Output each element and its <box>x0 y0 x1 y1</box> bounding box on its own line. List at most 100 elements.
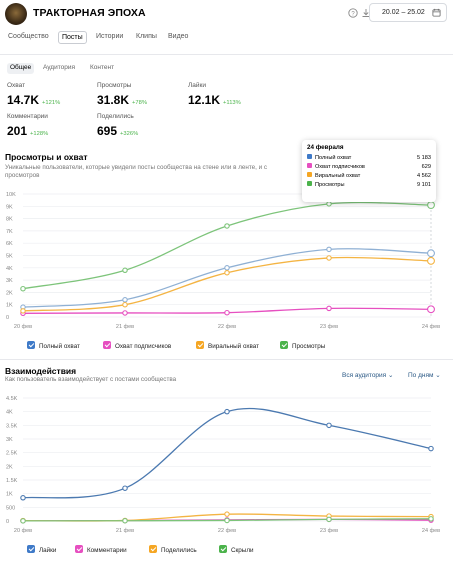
help-icon[interactable]: ? <box>348 8 358 18</box>
legend-shares[interactable]: Поделились <box>149 545 197 555</box>
y-tick-label: 3.5K <box>6 423 18 429</box>
interactions-legend: Лайки Комментарии Поделились Скрыли <box>0 545 453 557</box>
data-point[interactable] <box>122 297 128 303</box>
checkbox-icon <box>196 341 204 349</box>
chart-tooltip: 24 февраля Полный охват 5 183 Охват подпи… <box>302 140 436 202</box>
views-reach-title: Просмотры и охват <box>5 152 88 162</box>
interactions-chart[interactable]: 0 500 1K 1.5K 2K 2.5K 3K 3.5K 4K 4.5K 20 фев 21 фев… <box>0 390 453 535</box>
kpi-label: Просмотры <box>97 82 132 89</box>
calendar-icon <box>432 8 441 17</box>
legend-hidden[interactable]: Скрыли <box>219 545 254 555</box>
y-tick-label: 0 <box>6 519 9 525</box>
y-tick-label: 500 <box>6 505 15 511</box>
views-reach-chart[interactable]: 0 1K 2K 3K 4K 5K 6K 7K 8K 9K 10K 20 фев 21 фев 22 фев… <box>0 184 453 334</box>
data-point[interactable] <box>428 516 434 522</box>
tab-community[interactable]: Сообщество <box>8 33 49 40</box>
views-reach-description-2: просмотров <box>5 172 40 179</box>
date-range-picker[interactable]: 20.02 – 25.02 <box>369 3 447 22</box>
data-point[interactable] <box>122 517 128 524</box>
data-point[interactable] <box>122 310 128 316</box>
tooltip-row: Просмотры 9 101 <box>307 181 431 190</box>
checkbox-icon <box>280 341 288 349</box>
kpi-delta: +326% <box>120 131 139 137</box>
y-tick-label: 8K <box>6 217 13 223</box>
subtab-audience[interactable]: Аудитория <box>43 64 76 71</box>
kpi-label: Комментарии <box>7 113 48 120</box>
data-point[interactable] <box>427 249 435 258</box>
data-point[interactable] <box>122 267 128 274</box>
data-point[interactable] <box>122 485 128 491</box>
data-point[interactable] <box>122 301 128 308</box>
legend-viral-reach[interactable]: Виральный охват <box>196 341 259 351</box>
community-title[interactable]: ТРАКТОРНАЯ ЭПОХА <box>33 7 146 19</box>
kpi-delta: +128% <box>30 131 49 137</box>
audience-dropdown[interactable]: Вся аудитория ⌄ <box>342 371 393 379</box>
tooltip-date: 24 февраля <box>307 144 344 151</box>
data-point[interactable] <box>326 305 332 312</box>
y-tick-label: 1.5K <box>6 478 18 484</box>
legend-likes[interactable]: Лайки <box>27 545 56 555</box>
views-reach-description: Уникальные пользователи, которые увидели… <box>5 164 268 171</box>
data-point[interactable] <box>326 422 332 429</box>
data-point[interactable] <box>224 517 230 524</box>
tab-stories[interactable]: Истории <box>96 33 124 40</box>
legend-subscriber-reach[interactable]: Охват подписчиков <box>103 341 171 351</box>
legend-views[interactable]: Просмотры <box>280 341 325 351</box>
series-line <box>22 201 432 290</box>
y-tick-label: 6K <box>6 241 13 247</box>
tooltip-row: Охват подписчиков 629 <box>307 163 431 172</box>
tabs-divider <box>0 54 453 55</box>
app-header: ТРАКТОРНАЯ ЭПОХА ? 20.02 – 25.02 <box>0 0 453 27</box>
data-point[interactable] <box>427 256 435 265</box>
x-tick-label: 21 фев <box>116 324 134 330</box>
download-icon[interactable] <box>361 8 371 18</box>
data-point[interactable] <box>326 516 332 523</box>
data-point[interactable] <box>20 495 26 501</box>
data-point[interactable] <box>326 255 332 261</box>
data-point[interactable] <box>224 265 230 271</box>
data-point[interactable] <box>224 269 230 276</box>
kpi-comments: Комментарии 201 +128% <box>7 113 48 140</box>
data-point[interactable] <box>224 511 230 517</box>
kpi-value: 695 <box>97 124 118 138</box>
kpi-shares: Поделились 695 +326% <box>97 113 138 140</box>
legend-full-reach[interactable]: Полный охват <box>27 341 80 351</box>
data-point[interactable] <box>20 308 26 314</box>
data-point[interactable] <box>326 246 332 253</box>
tab-video[interactable]: Видео <box>168 33 189 40</box>
y-tick-label: 4K <box>6 410 13 416</box>
subtab-general[interactable]: Общее <box>7 63 35 74</box>
data-point[interactable] <box>224 408 230 415</box>
subtab-content[interactable]: Контент <box>90 64 115 71</box>
data-point[interactable] <box>427 201 435 210</box>
period-dropdown[interactable]: По дням ⌄ <box>408 371 441 379</box>
tooltip-value: 629 <box>421 164 431 170</box>
tab-posts[interactable]: Посты <box>58 31 87 44</box>
legend-comments[interactable]: Комментарии <box>75 545 127 555</box>
y-tick-label: 0 <box>6 315 9 321</box>
y-tick-label: 9K <box>6 204 13 210</box>
date-range-label: 20.02 – 25.02 <box>382 9 425 16</box>
y-tick-label: 2.5K <box>6 451 18 457</box>
data-point[interactable] <box>20 285 26 292</box>
tooltip-value: 5 183 <box>417 155 431 161</box>
x-tick-label: 20 фев <box>14 324 32 330</box>
y-tick-label: 3K <box>6 437 13 443</box>
data-point[interactable] <box>427 305 435 314</box>
y-tick-label: 2K <box>6 290 13 296</box>
data-point[interactable] <box>224 223 230 229</box>
data-point[interactable] <box>326 201 332 207</box>
section-divider <box>0 359 453 360</box>
data-point[interactable] <box>20 518 26 524</box>
kpi-delta: +78% <box>132 100 148 106</box>
data-point[interactable] <box>428 445 434 452</box>
legend-label: Виральный охват <box>208 343 260 350</box>
kpi-label: Охват <box>7 82 26 89</box>
tooltip-row: Полный охват 5 183 <box>307 154 431 163</box>
data-point[interactable] <box>224 309 230 316</box>
community-avatar[interactable] <box>5 3 27 25</box>
y-tick-label: 4K <box>6 266 13 272</box>
tab-clips[interactable]: Клипы <box>136 33 157 40</box>
kpi-value: 14.7K <box>7 93 40 107</box>
kpi-value: 12.1K <box>188 93 221 107</box>
